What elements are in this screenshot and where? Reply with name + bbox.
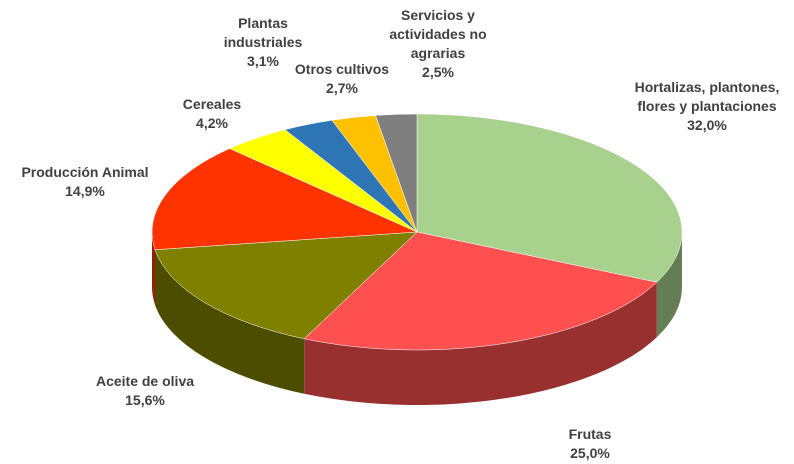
- slice: [375, 113, 418, 233]
- category-name: Cereales: [182, 96, 242, 112]
- slice-side: [152, 232, 156, 305]
- data-label: Servicios y actividades no agrarias 2,5%: [373, 6, 503, 82]
- category-name: Servicios y actividades no agrarias: [389, 7, 487, 61]
- value-label: 2,5%: [422, 64, 454, 80]
- value-label: 14,9%: [65, 183, 105, 199]
- data-label: Frutas 25,0%: [530, 425, 650, 463]
- category-name: Otros cultivos: [294, 61, 390, 77]
- slice: [416, 113, 683, 283]
- data-label: Cereales 4,2%: [162, 95, 262, 133]
- data-label: Plantas industriales 3,1%: [213, 14, 313, 71]
- category-name: Frutas: [568, 426, 612, 442]
- value-label: 25,0%: [570, 445, 610, 461]
- slice: [154, 231, 418, 340]
- category-name: Hortalizas, plantones, flores y plantaci…: [634, 79, 780, 114]
- value-label: 15,6%: [125, 392, 165, 408]
- value-label: 32,0%: [687, 117, 727, 133]
- slice: [151, 148, 418, 250]
- data-label: Otros cultivos 2,7%: [282, 60, 402, 98]
- data-label: Hortalizas, plantones, flores y plantaci…: [632, 78, 782, 135]
- value-label: 4,2%: [196, 115, 228, 131]
- data-label: Aceite de oliva 15,6%: [75, 372, 215, 410]
- category-name: Aceite de oliva: [95, 373, 195, 389]
- category-name: Plantas industriales: [223, 15, 303, 50]
- slice-side: [155, 249, 305, 394]
- slice-side: [304, 282, 657, 405]
- value-label: 3,1%: [247, 53, 279, 69]
- slice: [303, 231, 658, 351]
- data-label: Producción Animal 14,9%: [0, 163, 170, 201]
- value-label: 2,7%: [326, 80, 358, 96]
- category-name: Producción Animal: [21, 164, 149, 180]
